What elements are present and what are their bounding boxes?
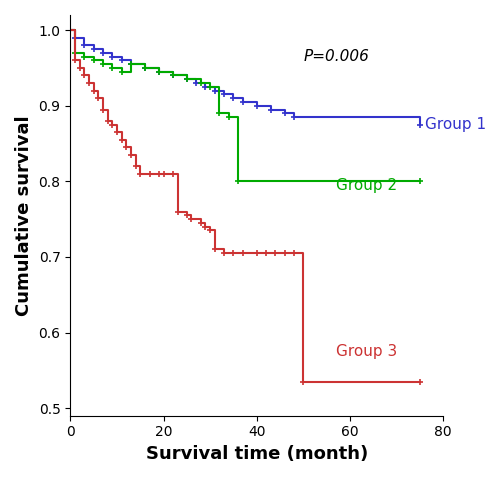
- Text: Group 1: Group 1: [424, 117, 486, 132]
- X-axis label: Survival time (month): Survival time (month): [146, 445, 368, 463]
- Text: P=0.006: P=0.006: [304, 49, 370, 64]
- Text: Group 3: Group 3: [336, 344, 398, 359]
- Text: Group 2: Group 2: [336, 178, 397, 193]
- Y-axis label: Cumulative survival: Cumulative survival: [15, 115, 33, 315]
